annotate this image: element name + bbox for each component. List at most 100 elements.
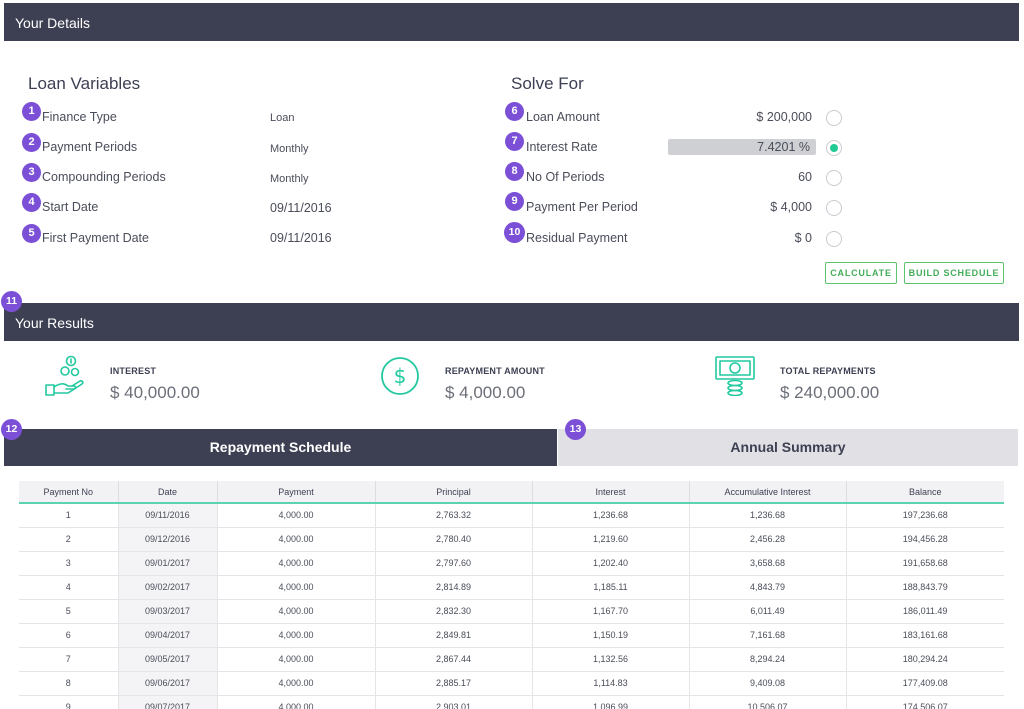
table-cell: 1,132.56 (532, 647, 690, 672)
table-row: 7 09/05/2017 4,000.00 2,867.44 1,132.56 8,294… (19, 647, 1004, 672)
table-cell: 4,000.00 (217, 527, 376, 552)
build-schedule-button[interactable]: BUILD SCHEDULE (904, 262, 1004, 284)
table-cell: 2 (19, 527, 119, 552)
table-cell: 4,000.00 (217, 551, 376, 576)
table-row: 9 09/07/2017 4,000.00 2,903.01 1,096.99 10,50… (19, 695, 1004, 709)
table-cell: 09/02/2017 (118, 575, 218, 600)
table-cell: 2,456.28 (689, 527, 847, 552)
loan-amount-value[interactable]: $ 200,000 (756, 110, 812, 124)
interest-result-label: INTEREST (110, 366, 157, 376)
repayment-amount-result-label: REPAYMENT AMOUNT (445, 366, 545, 376)
table-cell: 09/05/2017 (118, 647, 218, 672)
finance-type-label: Finance Type (42, 110, 117, 124)
table-cell: 2,867.44 (375, 647, 533, 672)
table-cell: 1,185.11 (532, 575, 690, 600)
step-badge: 9 (505, 192, 524, 211)
step-badge: 1 (22, 102, 41, 121)
compounding-periods-label: Compounding Periods (42, 170, 166, 184)
step-badge: 3 (22, 163, 41, 182)
table-cell: 2,885.17 (375, 671, 533, 696)
tab-annual-summary[interactable]: Annual Summary (558, 429, 1018, 466)
results-title: Your Results (15, 315, 94, 331)
table-cell: 4,000.00 (217, 599, 376, 624)
table-cell: 1,236.68 (689, 503, 847, 528)
table-cell: 7,161.68 (689, 623, 847, 648)
residual-payment-value[interactable]: $ 0 (794, 231, 812, 245)
step-badge: 10 (504, 222, 525, 243)
table-cell: 09/06/2017 (118, 671, 218, 696)
table-cell: 2,814.89 (375, 575, 533, 600)
column-header: Payment (217, 481, 376, 504)
table-cell: 9,409.08 (689, 671, 847, 696)
table-cell: 9 (19, 695, 119, 709)
table-row: 1 09/11/2016 4,000.00 2,763.32 1,236.68 1,236… (19, 503, 1004, 528)
table-cell: 09/12/2016 (118, 527, 218, 552)
table-cell: 1,202.40 (532, 551, 690, 576)
table-cell: 5 (19, 599, 119, 624)
interest-rate-result-field: 7.4201 % (668, 139, 816, 155)
payment-per-period-radio[interactable] (826, 200, 842, 216)
column-header: Balance (846, 481, 1004, 504)
repayment-amount-result-value: $ 4,000.00 (445, 383, 526, 402)
table-cell: 4,000.00 (217, 575, 376, 600)
table-cell: 4,000.00 (217, 647, 376, 672)
table-cell: 1,150.19 (532, 623, 690, 648)
total-repayments-result-label: TOTAL REPAYMENTS (780, 366, 876, 376)
step-badge: 4 (22, 193, 41, 212)
table-cell: 2,832.30 (375, 599, 533, 624)
column-header: Date (118, 481, 218, 504)
step-badge: 11 (1, 291, 22, 312)
payment-per-period-value[interactable]: $ 4,000 (770, 200, 812, 214)
table-cell: 10,506.07 (689, 695, 847, 709)
table-cell: 1,096.99 (532, 695, 690, 709)
table-cell: 4,000.00 (217, 695, 376, 709)
calculate-button[interactable]: CALCULATE (825, 262, 897, 284)
start-date-value[interactable]: 09/11/2016 (270, 201, 332, 215)
table-cell: 09/11/2016 (118, 503, 218, 528)
payment-periods-value[interactable]: Monthly (270, 143, 309, 155)
table-cell: 2,763.32 (375, 503, 533, 528)
table-cell: 3 (19, 551, 119, 576)
table-cell: 188,843.79 (846, 575, 1004, 600)
table-cell: 4 (19, 575, 119, 600)
table-cell: 183,161.68 (846, 623, 1004, 648)
svg-text:$: $ (394, 364, 407, 388)
details-header: Your Details (4, 3, 1019, 41)
table-cell: 6 (19, 623, 119, 648)
table-cell: 2,780.40 (375, 527, 533, 552)
no-of-periods-value[interactable]: 60 (798, 170, 812, 184)
total-repayments-result-value: $ 240,000.00 (780, 383, 880, 402)
table-cell: 1,236.68 (532, 503, 690, 528)
table-cell: 4,843.79 (689, 575, 847, 600)
table-cell: 1 (19, 503, 119, 528)
table-cell: 09/07/2017 (118, 695, 218, 709)
table-cell: 186,011.49 (846, 599, 1004, 624)
no-of-periods-radio[interactable] (826, 170, 842, 186)
compounding-periods-value[interactable]: Monthly (270, 173, 309, 185)
first-payment-date-value[interactable]: 09/11/2016 (270, 231, 332, 245)
table-cell: 177,409.08 (846, 671, 1004, 696)
step-badge: 2 (22, 133, 41, 152)
start-date-label: Start Date (42, 200, 99, 214)
finance-type-value[interactable]: Loan (270, 112, 295, 124)
table-cell: 8,294.24 (689, 647, 847, 672)
cash-stack-icon (715, 356, 755, 396)
table-cell: 4,000.00 (217, 623, 376, 648)
table-cell: 1,114.83 (532, 671, 690, 696)
step-badge: 8 (505, 162, 524, 181)
table-header-row: Payment No Date Payment Principal Intere… (19, 481, 1004, 504)
solve-for-heading: Solve For (511, 74, 584, 93)
table-cell: 3,658.68 (689, 551, 847, 576)
loan-amount-label: Loan Amount (526, 110, 600, 124)
table-cell: 8 (19, 671, 119, 696)
loan-amount-radio[interactable] (826, 110, 842, 126)
interest-rate-radio[interactable] (826, 140, 842, 156)
table-cell: 09/03/2017 (118, 599, 218, 624)
step-badge: 6 (505, 102, 524, 121)
tab-repayment-schedule[interactable]: Repayment Schedule (4, 429, 557, 466)
column-header: Payment No (19, 481, 119, 504)
residual-payment-radio[interactable] (826, 231, 842, 247)
table-row: 6 09/04/2017 4,000.00 2,849.81 1,150.19 7,161… (19, 623, 1004, 648)
column-header: Principal (375, 481, 533, 504)
step-badge: 7 (505, 132, 524, 151)
